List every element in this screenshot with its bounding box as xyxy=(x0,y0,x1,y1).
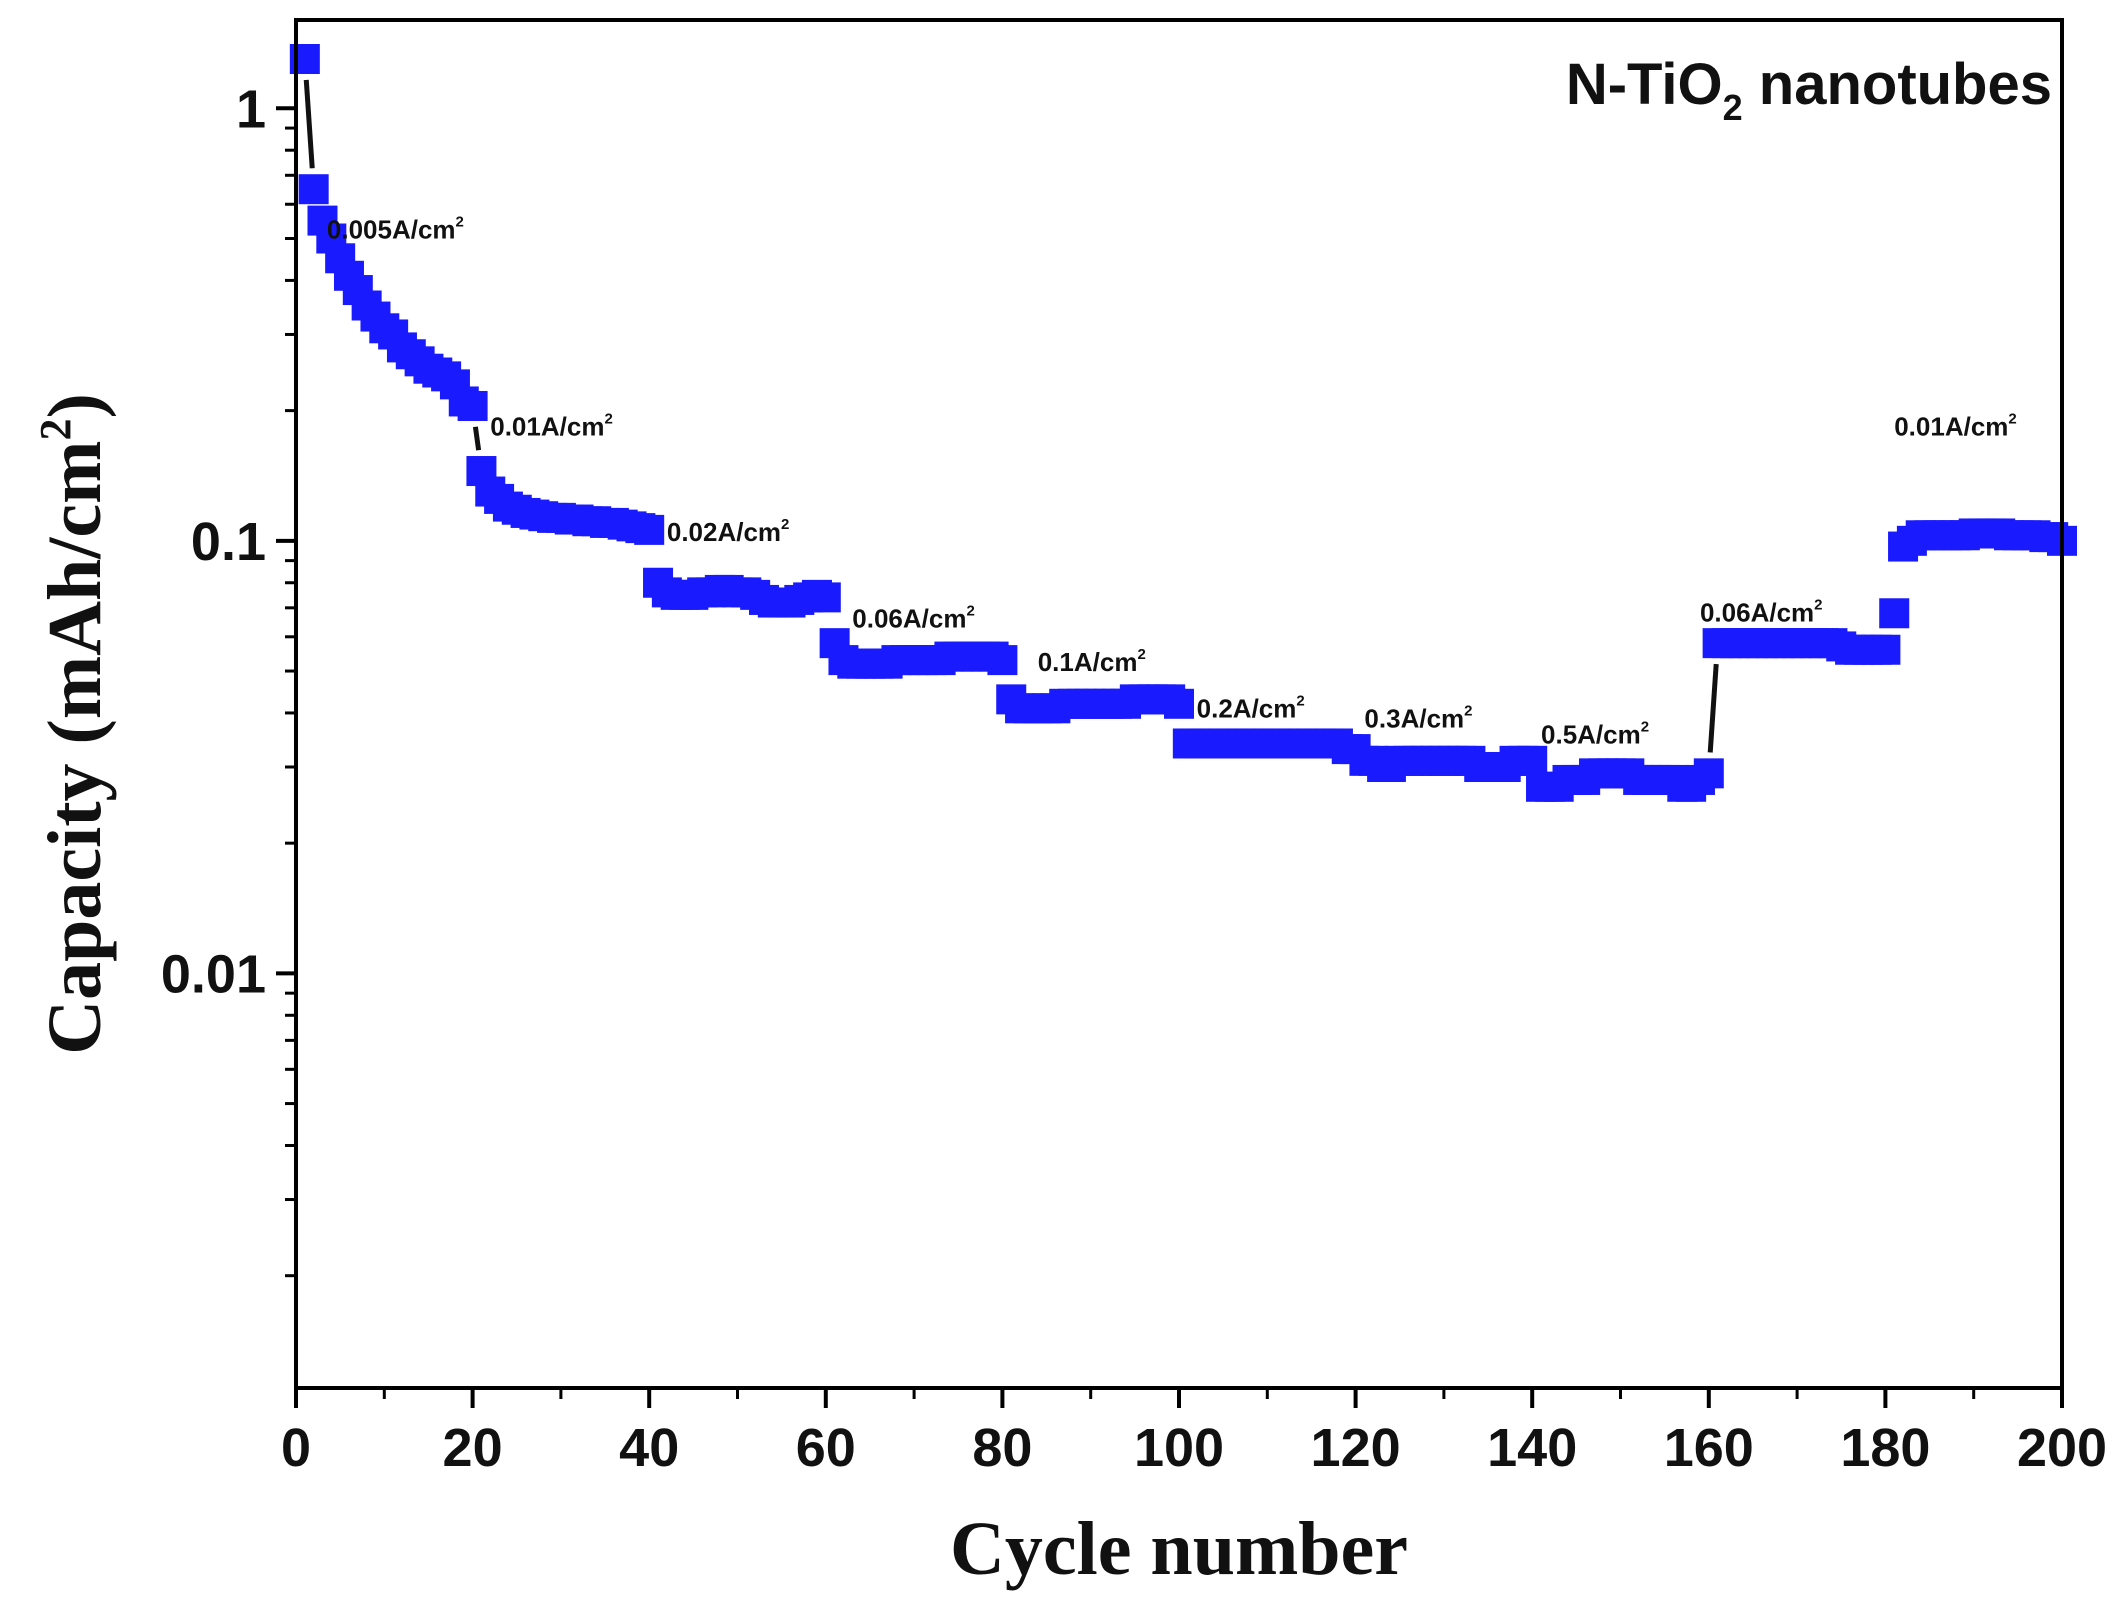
chart-title-subscript: 2 xyxy=(1723,87,1743,128)
jump-connector xyxy=(472,426,482,451)
x-tick-label: 0 xyxy=(281,1418,311,1478)
x-tick-label: 80 xyxy=(972,1418,1032,1478)
x-tick-label: 160 xyxy=(1664,1418,1754,1478)
y-tick-label: 1 xyxy=(236,79,266,139)
annotation-layer: 0.005A/cm2 0.01A/cm2 0.02A/cm2 0.06A/cm2 0.1… xyxy=(327,213,2017,749)
data-point xyxy=(1517,745,1548,776)
x-tick-label: 100 xyxy=(1134,1418,1224,1478)
data-point xyxy=(298,174,329,205)
chart-title-suffix: nanotubes xyxy=(1743,52,2052,117)
data-point xyxy=(1164,688,1194,719)
y-tick-label: 0.01 xyxy=(161,944,266,1004)
x-tick-label: 60 xyxy=(796,1418,856,1478)
data-point xyxy=(987,645,1018,676)
chart-title-prefix: N-TiO xyxy=(1566,52,1723,117)
data-point xyxy=(810,582,841,613)
current-density-annotation: 0.5A/cm2 xyxy=(1541,718,1649,749)
data-point xyxy=(1870,634,1901,665)
jump-connector xyxy=(303,79,315,169)
x-tick-label: 180 xyxy=(1840,1418,1930,1478)
data-point xyxy=(1879,598,1910,629)
current-density-annotation: 0.06A/cm2 xyxy=(852,603,975,634)
data-point xyxy=(1693,758,1724,789)
y-axis: 1 0.1 0.01 xyxy=(161,79,296,1278)
current-density-annotation: 0.2A/cm2 xyxy=(1197,693,1305,724)
x-tick-label: 200 xyxy=(2017,1418,2107,1478)
x-axis-title: Cycle number xyxy=(950,1507,1408,1591)
y-axis-title: Capacity (mAh/cm2) xyxy=(31,393,117,1055)
current-density-annotation: 0.005A/cm2 xyxy=(327,213,464,244)
current-density-annotation: 0.01A/cm2 xyxy=(490,411,613,442)
y-axis-title-superscript: 2 xyxy=(31,419,80,441)
current-density-annotation: 0.01A/cm2 xyxy=(1894,411,2017,442)
x-tick-label: 140 xyxy=(1487,1418,1577,1478)
x-axis: 0 20 40 60 80 100 120 140 160 180 200 xyxy=(281,1388,2107,1478)
current-density-annotation: 0.06A/cm2 xyxy=(1700,597,1823,628)
x-tick-label: 20 xyxy=(443,1418,503,1478)
x-tick-label: 40 xyxy=(619,1418,679,1478)
y-tick-label: 0.1 xyxy=(191,512,266,572)
jump-connector xyxy=(1707,663,1719,753)
current-density-annotation: 0.3A/cm2 xyxy=(1364,703,1472,734)
chart-title: N-TiO2 nanotubes xyxy=(1566,52,2052,128)
y-axis-title-close: ) xyxy=(33,393,117,418)
x-tick-label: 120 xyxy=(1311,1418,1401,1478)
data-series-layer xyxy=(289,44,2077,802)
data-point xyxy=(634,514,665,545)
current-density-annotation: 0.1A/cm2 xyxy=(1038,646,1146,677)
data-point xyxy=(457,390,488,421)
y-axis-title-main: Capacity (mAh/cm xyxy=(33,441,117,1055)
current-density-annotation: 0.02A/cm2 xyxy=(667,516,790,547)
